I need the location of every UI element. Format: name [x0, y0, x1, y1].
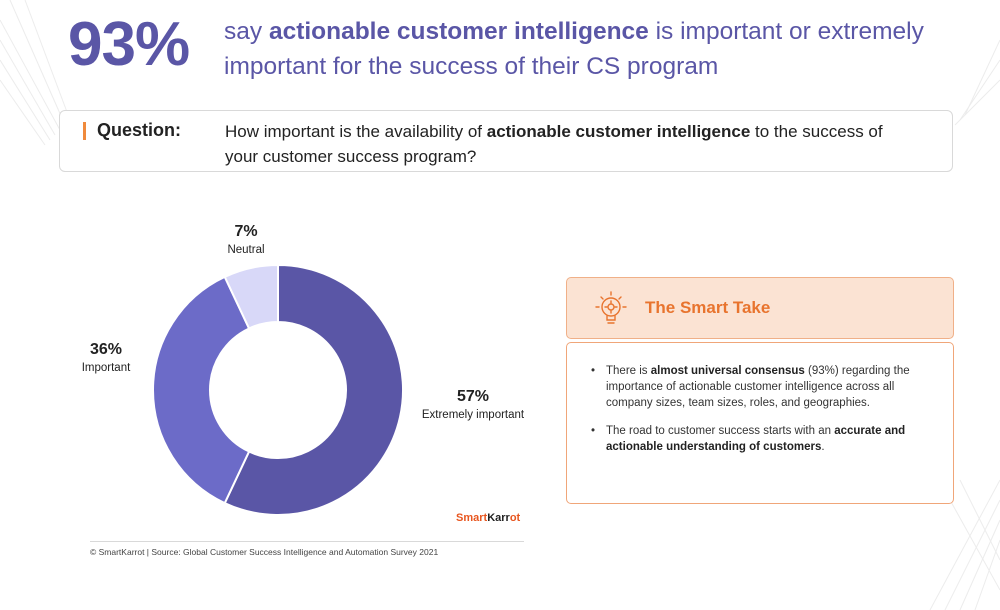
footnote: © SmartKarrot | Source: Global Customer …: [90, 547, 439, 557]
footnote-divider: [90, 541, 524, 542]
bullet-2-bold: accurate and actionable understanding of…: [606, 425, 906, 453]
smart-take-header: The Smart Take: [566, 277, 954, 339]
bullet-2-suffix: .: [821, 441, 825, 453]
bullet-1-bold: almost universal consensus: [650, 365, 805, 377]
question-label: Question:: [97, 120, 181, 140]
slice-value-extremely-important: 57%: [456, 388, 490, 405]
question-bold: actionable customer intelligence: [486, 122, 751, 141]
smart-take-bullet: There is almost universal consensus (93%…: [591, 363, 931, 411]
slice-name-important: Important: [81, 362, 131, 374]
slice-label-neutral: 7% Neutral: [216, 222, 276, 258]
headline-stat: 93%: [68, 10, 190, 79]
question-suffix: to the success of your customer success …: [225, 122, 883, 166]
smart-take-body: There is almost universal consensus (93%…: [566, 342, 954, 504]
headline-text: say actionable customer intelligence is …: [224, 14, 924, 84]
smart-take-bullet: The road to customer success starts with…: [591, 423, 931, 455]
brand-part-smart: Smart: [456, 512, 488, 524]
headline-bold: actionable customer intelligence: [268, 18, 649, 45]
slice-value-important: 36%: [89, 341, 123, 358]
donut-slice-important: [152, 275, 251, 505]
slice-label-important: 36% Important: [66, 340, 146, 376]
question-prefix: How important is the availability of: [225, 122, 487, 141]
headline-prefix: say: [224, 18, 269, 45]
donut-slice-extremely-important: [223, 263, 404, 516]
brand-part-karr: Karr: [487, 512, 510, 524]
donut-slice-neutral: [223, 263, 279, 330]
lightbulb-gear-icon: [595, 291, 627, 324]
slice-name-extremely-important: Extremely important: [421, 409, 525, 421]
question-box: Question: How important is the availabil…: [59, 110, 953, 172]
headline-suffix: is important or extremely important for …: [224, 18, 924, 80]
question-accent-bar: [83, 122, 86, 140]
headline: 93% say actionable customer intelligence…: [68, 10, 968, 90]
bullet-1-suffix: (93%) regarding the importance of action…: [606, 365, 910, 409]
brand-logo: SmartKarrot: [456, 512, 520, 524]
slice-value-neutral: 7%: [234, 223, 258, 240]
brand-part-ot: ot: [509, 512, 521, 524]
slice-name-neutral: Neutral: [227, 244, 265, 256]
question-text: How important is the availability of act…: [225, 119, 915, 169]
bullet-2-prefix: The road to customer success starts with…: [606, 425, 835, 437]
slice-label-extremely-important: 57% Extremely important: [408, 387, 538, 423]
bullet-1-prefix: There is: [606, 365, 651, 377]
smart-take-list: There is almost universal consensus (93%…: [591, 363, 931, 467]
smart-take-title: The Smart Take: [645, 298, 771, 317]
